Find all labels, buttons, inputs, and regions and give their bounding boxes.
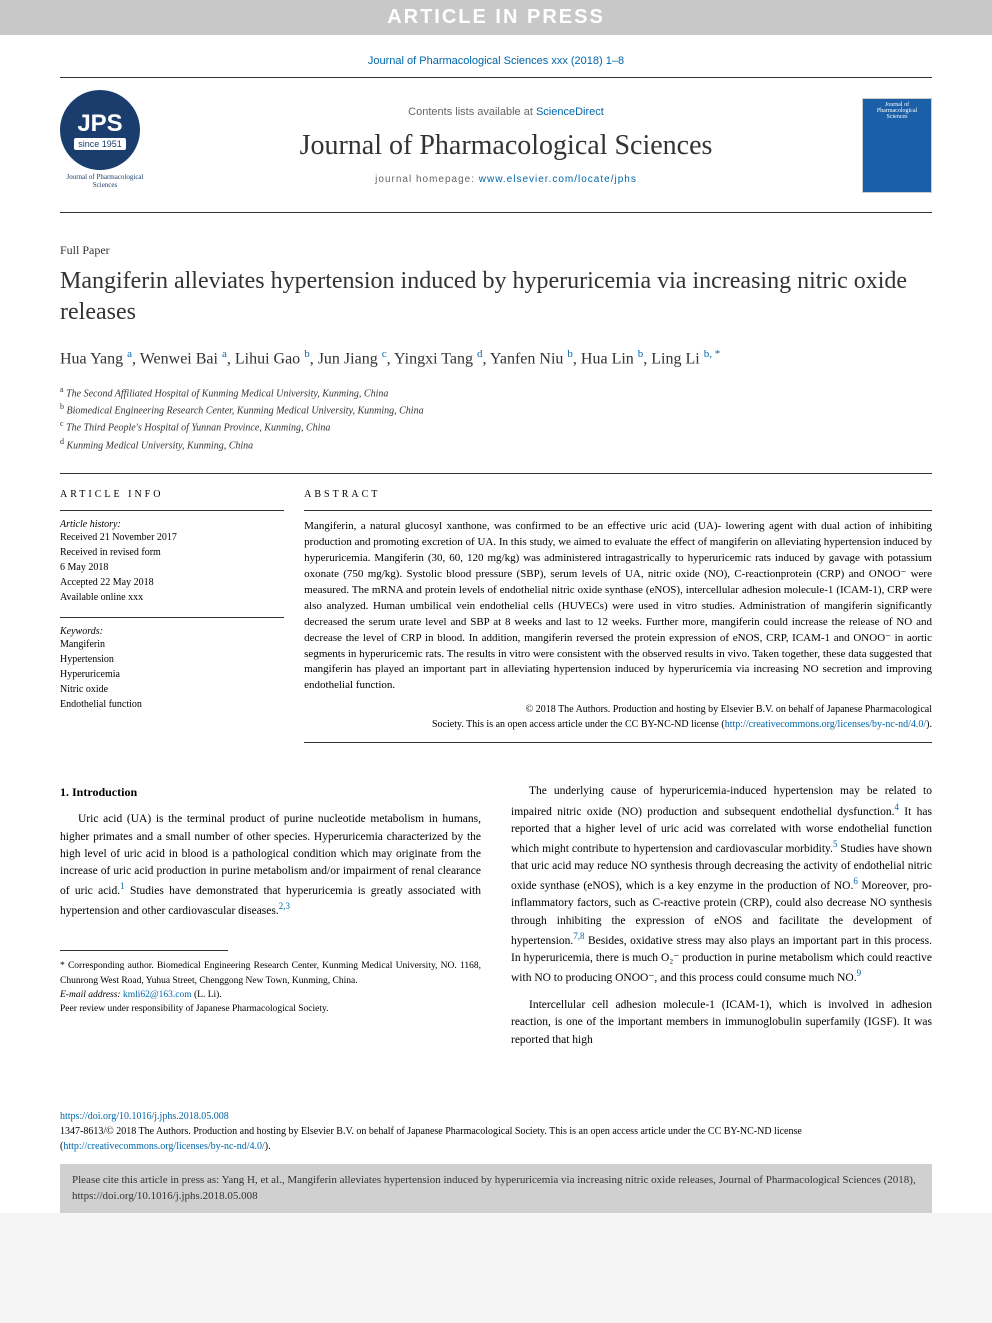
authors-list: Hua Yang a, Wenwei Bai a, Lihui Gao b, J… xyxy=(60,346,932,371)
journal-header: JPS since 1951 Journal of Pharmacologica… xyxy=(60,77,932,213)
keyword-line: Hypertension xyxy=(60,652,284,667)
article-in-press-banner: ARTICLE IN PRESS xyxy=(0,0,992,35)
doi-block: https://doi.org/10.1016/j.jphs.2018.05.0… xyxy=(60,1109,932,1154)
citation-box: Please cite this article in press as: Ya… xyxy=(60,1164,932,1213)
logo-jps-text: JPS xyxy=(77,110,122,138)
right-column: The underlying cause of hyperuricemia-in… xyxy=(511,783,932,1059)
email-link[interactable]: kmli62@163.com xyxy=(123,990,192,1000)
homepage-link[interactable]: www.elsevier.com/locate/jphs xyxy=(479,174,637,185)
abstract-end-rule xyxy=(304,742,932,743)
affiliation-line: b Biomedical Engineering Research Center… xyxy=(60,401,932,418)
license-close: ). xyxy=(265,1141,271,1152)
affiliation-line: c The Third People's Hospital of Yunnan … xyxy=(60,418,932,435)
paper-type: Full Paper xyxy=(60,243,932,258)
journal-logo: JPS since 1951 Journal of Pharmacologica… xyxy=(60,90,150,200)
article-info-heading: ARTICLE INFO xyxy=(60,489,284,500)
abstract-text: Mangiferin, a natural glucosyl xanthone,… xyxy=(304,510,932,694)
header-center: Contents lists available at ScienceDirec… xyxy=(170,106,842,185)
page: ARTICLE IN PRESS Journal of Pharmacologi… xyxy=(0,0,992,1213)
homepage-prefix: journal homepage: xyxy=(375,174,479,185)
email-person: (L. Li). xyxy=(192,990,222,1000)
section-1-heading: 1. Introduction xyxy=(60,783,481,801)
body-columns: 1. Introduction Uric acid (UA) is the te… xyxy=(60,783,932,1059)
corresponding-footnote: * Corresponding author. Biomedical Engin… xyxy=(60,959,481,988)
article-content: Full Paper Mangiferin alleviates hyperte… xyxy=(0,213,992,1089)
history-label: Article history: xyxy=(60,519,284,530)
keyword-line: Nitric oxide xyxy=(60,682,284,697)
intro-para-3: Intercellular cell adhesion molecule-1 (… xyxy=(511,997,932,1049)
journal-reference: Journal of Pharmacological Sciences xxx … xyxy=(0,35,992,77)
logo-caption: Journal of Pharmacological Sciences xyxy=(60,173,150,189)
cc-license-link[interactable]: http://creativecommons.org/licenses/by-n… xyxy=(725,719,926,730)
affiliation-line: d Kunming Medical University, Kunming, C… xyxy=(60,436,932,453)
abstract-heading: ABSTRACT xyxy=(304,489,932,500)
intro-para-1: Uric acid (UA) is the terminal product o… xyxy=(60,811,481,920)
history-line: Received in revised form xyxy=(60,545,284,560)
contents-prefix: Contents lists available at xyxy=(408,106,536,118)
copyright-line1: © 2018 The Authors. Production and hosti… xyxy=(526,704,932,715)
left-column: 1. Introduction Uric acid (UA) is the te… xyxy=(60,783,481,1059)
history-line: Available online xxx xyxy=(60,590,284,605)
article-info-column: ARTICLE INFO Article history: Received 2… xyxy=(60,489,304,743)
journal-name: Journal of Pharmacological Sciences xyxy=(170,130,842,162)
affiliations: a The Second Affiliated Hospital of Kunm… xyxy=(60,384,932,453)
email-label: E-mail address: xyxy=(60,990,123,1000)
abstract-copyright: © 2018 The Authors. Production and hosti… xyxy=(304,702,932,732)
jps-logo-circle: JPS since 1951 xyxy=(60,90,140,170)
copyright-close: ). xyxy=(926,719,932,730)
abstract-column: ABSTRACT Mangiferin, a natural glucosyl … xyxy=(304,489,932,743)
logo-since-text: since 1951 xyxy=(74,138,126,150)
keyword-line: Endothelial function xyxy=(60,697,284,712)
keyword-line: Hyperuricemia xyxy=(60,667,284,682)
journal-cover-thumbnail: Journal of Pharmacological Sciences xyxy=(862,98,932,193)
copyright-line2: Society. This is an open access article … xyxy=(432,719,725,730)
peer-review-footnote: Peer review under responsibility of Japa… xyxy=(60,1002,481,1016)
contents-available-line: Contents lists available at ScienceDirec… xyxy=(170,106,842,118)
keywords-block: Keywords: MangiferinHypertensionHyperuri… xyxy=(60,617,284,712)
history-line: Accepted 22 May 2018 xyxy=(60,575,284,590)
history-line: Received 21 November 2017 xyxy=(60,530,284,545)
article-title: Mangiferin alleviates hypertension induc… xyxy=(60,266,932,328)
info-abstract-row: ARTICLE INFO Article history: Received 2… xyxy=(60,473,932,743)
cover-caption: Journal of Pharmacological Sciences xyxy=(863,99,931,123)
homepage-line: journal homepage: www.elsevier.com/locat… xyxy=(170,174,842,185)
email-footnote: E-mail address: kmli62@163.com (L. Li). xyxy=(60,988,481,1002)
article-history: Article history: Received 21 November 20… xyxy=(60,510,284,605)
doi-link[interactable]: https://doi.org/10.1016/j.jphs.2018.05.0… xyxy=(60,1111,229,1122)
affiliation-line: a The Second Affiliated Hospital of Kunm… xyxy=(60,384,932,401)
footnote-rule xyxy=(60,950,228,951)
keyword-line: Mangiferin xyxy=(60,637,284,652)
license-link[interactable]: http://creativecommons.org/licenses/by-n… xyxy=(63,1141,264,1152)
intro-para-2: The underlying cause of hyperuricemia-in… xyxy=(511,783,932,987)
keywords-label: Keywords: xyxy=(60,626,284,637)
sciencedirect-link[interactable]: ScienceDirect xyxy=(536,106,604,118)
history-line: 6 May 2018 xyxy=(60,560,284,575)
